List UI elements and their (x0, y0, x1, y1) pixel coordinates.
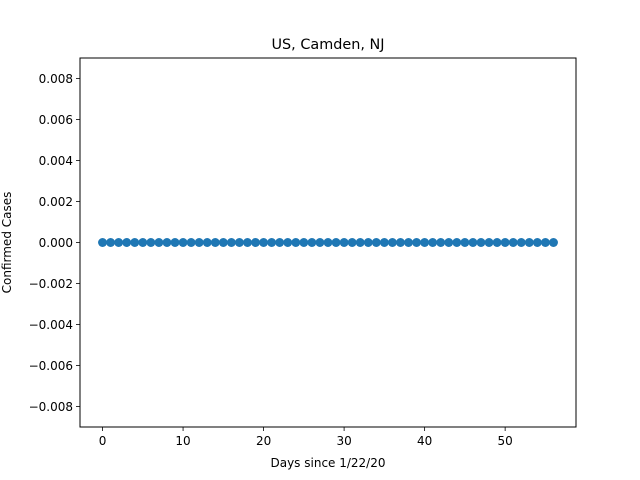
data-point (138, 238, 148, 247)
data-point (226, 238, 236, 247)
y-tick-label: −0.006 (29, 359, 73, 373)
data-point (291, 238, 301, 247)
data-point (283, 238, 293, 247)
data-point (106, 238, 116, 247)
data-point (476, 238, 486, 247)
data-point (259, 238, 269, 247)
data-point (218, 238, 228, 247)
y-tick-label: 0.006 (39, 113, 73, 127)
data-point (548, 238, 558, 247)
data-point (98, 238, 108, 247)
data-point (524, 238, 534, 247)
data-point (186, 238, 196, 247)
data-point (540, 238, 550, 247)
x-tick-label: 20 (256, 434, 271, 448)
y-tick-label: 0.002 (39, 195, 73, 209)
data-point (114, 238, 124, 247)
chart-title: US, Camden, NJ (272, 37, 385, 53)
y-axis-label: Confirmed Cases (0, 192, 14, 294)
data-point (404, 238, 414, 247)
y-tick-label: −0.004 (29, 318, 73, 332)
data-point (436, 238, 446, 247)
data-point (484, 238, 494, 247)
data-point (444, 238, 454, 247)
data-point (202, 238, 212, 247)
data-point (170, 238, 180, 247)
data-point (234, 238, 244, 247)
data-point (347, 238, 357, 247)
data-point (508, 238, 518, 247)
data-point (331, 238, 341, 247)
data-point (122, 238, 132, 247)
data-point (532, 238, 542, 247)
data-point (162, 238, 172, 247)
y-tick-label: −0.008 (29, 400, 73, 414)
data-point (242, 238, 252, 247)
data-points (98, 238, 558, 247)
data-point (452, 238, 462, 247)
x-tick-label: 30 (336, 434, 351, 448)
x-tick-label: 50 (498, 434, 513, 448)
data-point (210, 238, 220, 247)
data-point (299, 238, 309, 247)
data-point (194, 238, 204, 247)
data-point (315, 238, 325, 247)
data-point (267, 238, 277, 247)
data-point (251, 238, 261, 247)
data-point (492, 238, 502, 247)
data-point (468, 238, 478, 247)
data-point (355, 238, 365, 247)
data-point (428, 238, 438, 247)
data-point (323, 238, 333, 247)
y-tick-label: 0.008 (39, 72, 73, 86)
data-point (371, 238, 381, 247)
x-tick-label: 10 (175, 434, 190, 448)
data-point (275, 238, 285, 247)
data-point (460, 238, 470, 247)
data-point (146, 238, 156, 247)
plot-frame (79, 57, 577, 428)
y-tick-label: −0.002 (29, 277, 73, 291)
data-point (154, 238, 164, 247)
x-axis-ticks: 0 10 20 30 40 50 (99, 427, 513, 448)
data-point (412, 238, 422, 247)
data-point (178, 238, 188, 247)
data-point (307, 238, 317, 247)
data-point (395, 238, 405, 247)
data-point (379, 238, 389, 247)
y-tick-label: 0.000 (39, 236, 73, 250)
data-point (516, 238, 526, 247)
y-axis-ticks: −0.008 −0.006 −0.004 −0.002 0.000 0.002 0.004 0… (29, 72, 80, 414)
data-point (130, 238, 140, 247)
data-point (339, 238, 349, 247)
y-tick-label: 0.004 (39, 154, 73, 168)
data-point (363, 238, 373, 247)
data-point (387, 238, 397, 247)
x-axis-label: Days since 1/22/20 (270, 456, 385, 470)
data-point (420, 238, 430, 247)
x-tick-label: 0 (99, 434, 107, 448)
data-point (500, 238, 510, 247)
x-tick-label: 40 (417, 434, 432, 448)
